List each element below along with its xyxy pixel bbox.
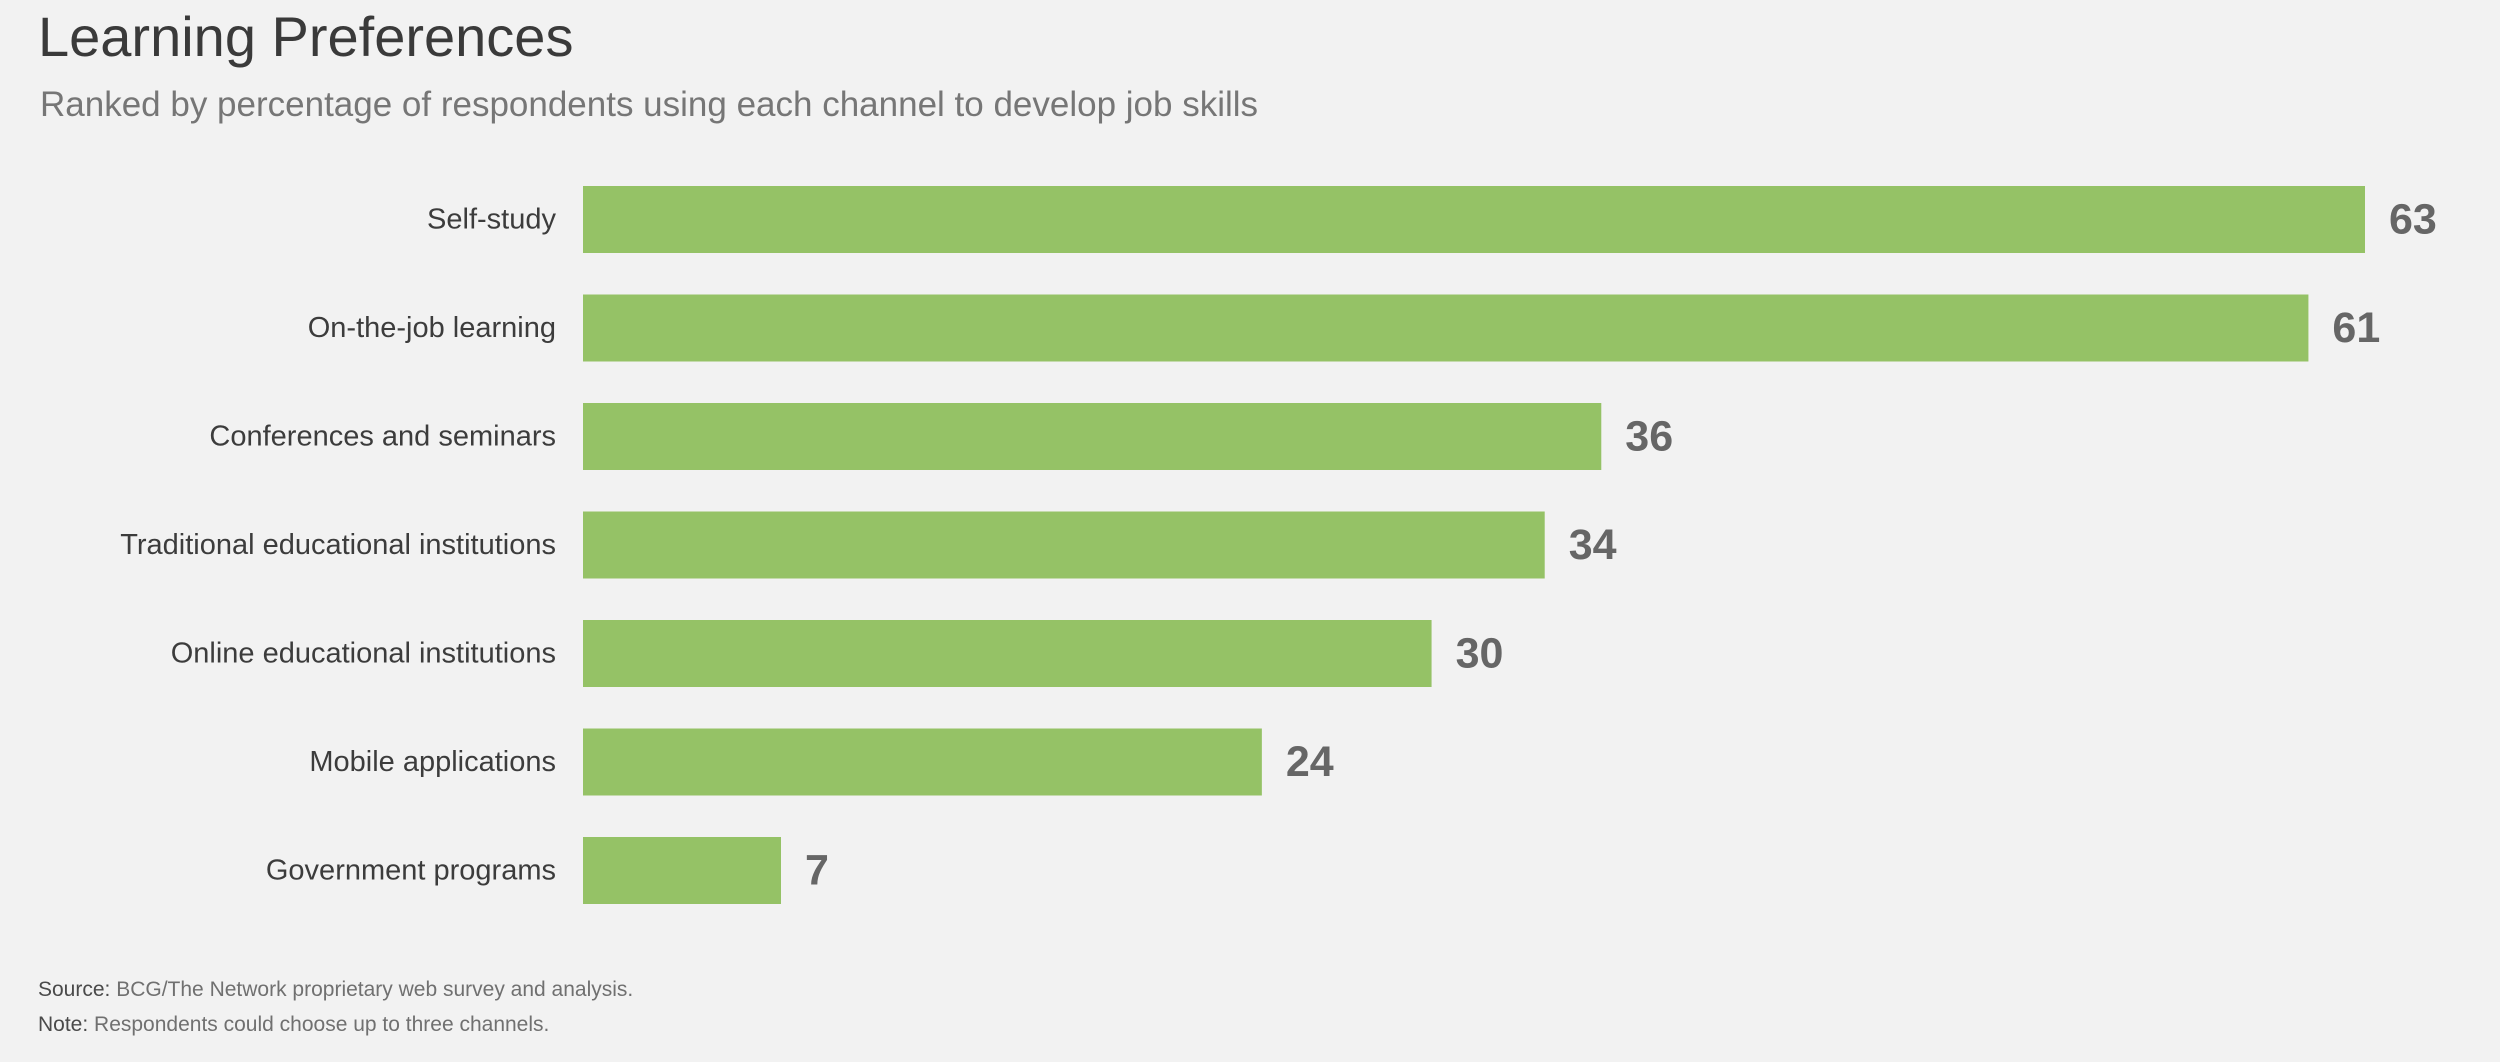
note-text: Respondents could choose up to three cha… [88, 1013, 550, 1036]
bar [583, 620, 1432, 687]
source-label: Source: [38, 978, 111, 1001]
value-label: 36 [1625, 413, 1673, 461]
bar [583, 186, 2365, 253]
chart-subtitle: Ranked by percentage of respondents usin… [40, 85, 1259, 124]
source-footnote: Source: BCG/The Network proprietary web … [38, 975, 633, 1005]
chart-title: Learning Preferences [38, 5, 574, 68]
bar [583, 403, 1602, 470]
bar [583, 511, 1545, 579]
value-label: 7 [805, 847, 829, 895]
category-label: Self-study [427, 204, 556, 236]
value-label: 34 [1569, 521, 1617, 569]
category-labels-group: Self-study On-the-job learning Conferences… [120, 204, 556, 887]
bars-group [583, 186, 2365, 904]
bar [583, 728, 1262, 796]
category-label: Government programs [266, 855, 556, 887]
category-label: Conferences and seminars [209, 421, 556, 453]
bar-chart: Self-study On-the-job learning Conferences… [120, 186, 2437, 904]
value-label: 30 [1456, 630, 1504, 678]
category-label: Mobile applications [309, 746, 556, 778]
bar [583, 294, 2309, 362]
bar [583, 837, 781, 904]
value-label: 24 [1286, 738, 1334, 786]
note-label: Note: [38, 1013, 89, 1036]
note-footnote: Note: Respondents could choose up to thr… [38, 1010, 549, 1040]
value-labels-group: 63 61 36 34 30 24 7 [805, 196, 2437, 895]
value-label: 61 [2332, 304, 2380, 352]
category-label: On-the-job learning [308, 312, 556, 344]
category-label: Online educational institutions [171, 638, 556, 670]
source-text: BCG/The Network proprietary web survey a… [110, 978, 634, 1001]
category-label: Traditional educational institutions [120, 529, 556, 561]
value-label: 63 [2389, 196, 2437, 244]
